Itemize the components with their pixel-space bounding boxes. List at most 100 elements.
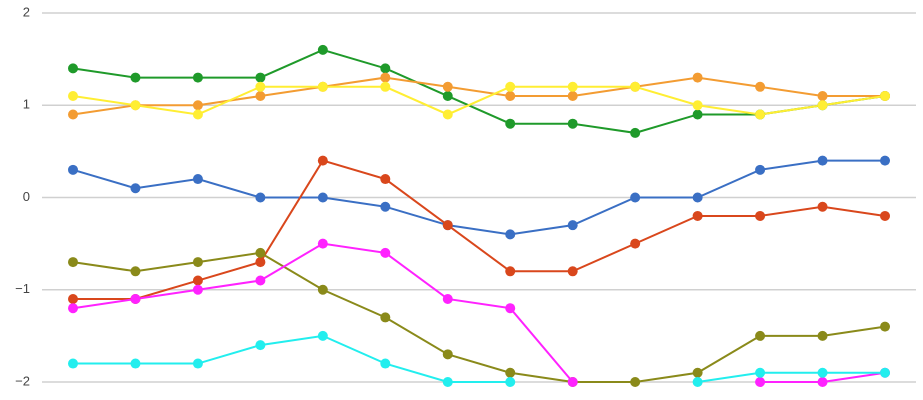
data-point [692, 210, 703, 221]
data-point [317, 238, 328, 249]
data-point [317, 155, 328, 166]
series-line [73, 334, 885, 383]
data-point [817, 377, 828, 387]
data-point [68, 358, 78, 369]
data-point [692, 100, 703, 111]
data-point [192, 72, 203, 83]
data-point [505, 303, 516, 314]
data-point [317, 81, 328, 92]
data-point [130, 358, 141, 369]
data-point [630, 81, 641, 92]
series-line [72, 251, 886, 383]
data-point [442, 109, 453, 120]
data-point [505, 377, 516, 387]
data-point [380, 358, 391, 369]
data-point [192, 174, 203, 185]
data-point [130, 293, 141, 304]
data-point [192, 257, 203, 268]
data-point [68, 91, 78, 102]
data-point [255, 340, 266, 351]
data-point [380, 81, 391, 92]
y-tick-label: 1 [23, 97, 30, 112]
data-point [442, 81, 453, 92]
data-point [505, 266, 516, 277]
data-point [68, 293, 78, 304]
data-point [380, 174, 391, 185]
data-point [567, 81, 578, 92]
data-point [817, 155, 828, 166]
data-point [817, 91, 828, 102]
data-point [68, 109, 78, 120]
data-point [567, 220, 578, 231]
data-point [880, 155, 890, 166]
series-line [73, 159, 886, 300]
data-point [692, 192, 703, 203]
data-point [68, 63, 78, 74]
data-point [442, 91, 453, 102]
data-point [380, 63, 391, 74]
data-point [692, 72, 703, 83]
data-point [505, 81, 516, 92]
data-point [755, 164, 766, 175]
data-point [255, 192, 266, 203]
data-point [380, 312, 391, 323]
y-tick-label: −2 [15, 373, 30, 388]
data-point [68, 257, 78, 268]
data-point [68, 303, 78, 314]
data-point [380, 72, 391, 83]
data-point [130, 183, 141, 194]
data-point [505, 367, 516, 378]
data-point [755, 377, 766, 387]
data-point [192, 100, 203, 111]
data-point [380, 247, 391, 258]
data-point [317, 330, 328, 341]
data-point [755, 330, 766, 341]
data-point [692, 377, 703, 387]
data-point [817, 330, 828, 341]
series-line [72, 76, 885, 116]
data-point [505, 91, 516, 102]
data-point [755, 210, 766, 221]
data-point [442, 377, 453, 387]
data-point [817, 100, 828, 111]
data-point [442, 293, 453, 304]
data-point [130, 266, 141, 277]
data-point [192, 358, 203, 369]
data-point [755, 109, 766, 120]
series-line [72, 85, 886, 116]
data-point [255, 91, 266, 102]
data-point [192, 284, 203, 295]
y-tick-label: 0 [23, 189, 30, 204]
data-point [192, 109, 203, 120]
data-point [567, 266, 578, 277]
series-line [72, 48, 886, 134]
data-point [692, 109, 703, 120]
data-point [317, 44, 328, 55]
data-point [880, 321, 890, 332]
data-point [255, 81, 266, 92]
data-point [442, 220, 453, 231]
data-point [755, 367, 766, 378]
series-line [72, 159, 885, 236]
y-tick-label: 2 [23, 4, 30, 19]
data-point [817, 201, 828, 212]
data-point [442, 349, 453, 360]
data-point [630, 238, 641, 249]
data-point [505, 229, 516, 240]
data-point [192, 275, 203, 286]
data-point [630, 192, 641, 203]
data-point [567, 91, 578, 102]
data-point [317, 284, 328, 295]
y-tick-label: −1 [15, 281, 30, 296]
data-point [755, 81, 766, 92]
data-point [692, 367, 703, 378]
data-point [505, 118, 516, 129]
data-point [255, 275, 266, 286]
data-point [567, 118, 578, 129]
data-point [630, 127, 641, 138]
data-point [630, 377, 641, 387]
data-point [817, 367, 828, 378]
data-point [317, 192, 328, 203]
data-point [255, 247, 266, 258]
